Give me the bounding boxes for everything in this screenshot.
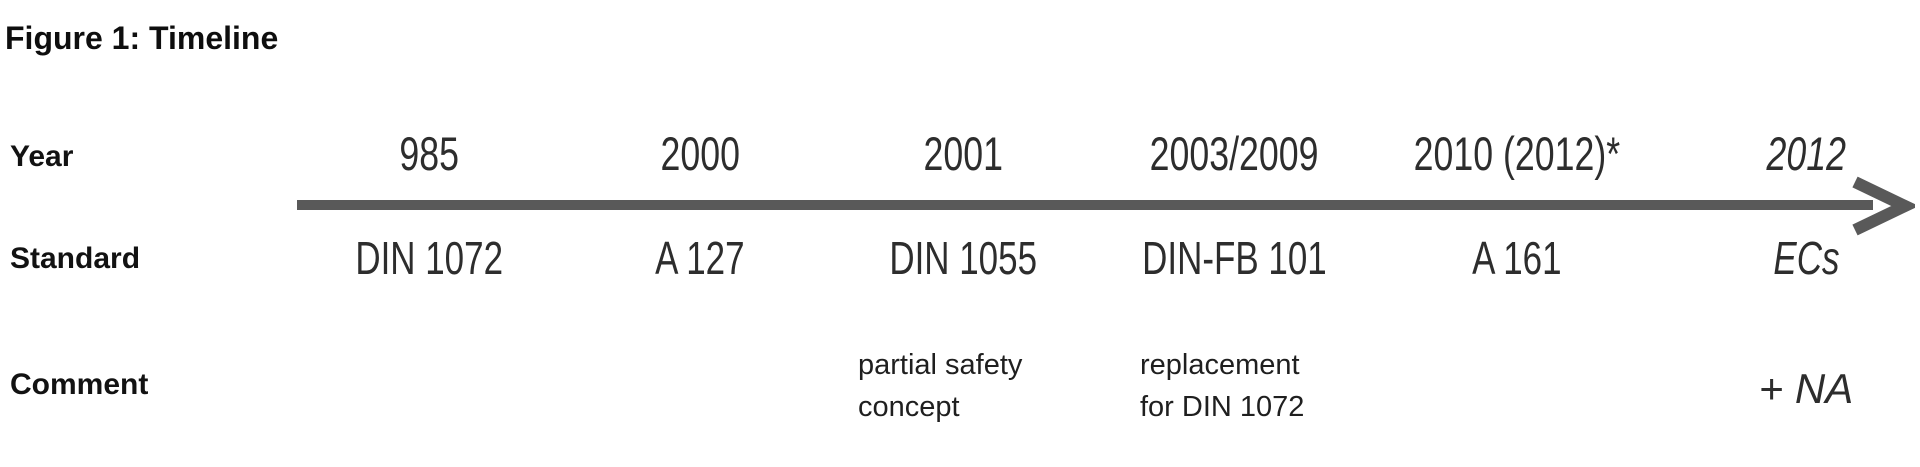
row-label-comment: Comment — [10, 368, 149, 401]
figure-title: Figure 1: Timeline — [5, 20, 279, 56]
year-value: 2001 — [923, 127, 1003, 180]
row-label-year: Year — [10, 140, 74, 173]
year-value: 2010 (2012)* — [1413, 127, 1621, 180]
arrow-right-icon — [1852, 176, 1915, 236]
standard-value: ECs — [1772, 232, 1840, 284]
comment-text: + NA — [1758, 365, 1854, 412]
year-value: 2003/2009 — [1149, 127, 1319, 180]
standard-value: DIN 1055 — [889, 232, 1037, 284]
timeline-arrow-shaft — [297, 200, 1873, 210]
comment-text: partial safety concept — [858, 349, 1023, 423]
standard-value: A 127 — [655, 232, 745, 284]
year-value: 2000 — [660, 127, 740, 180]
year-value: 2012 — [1766, 127, 1846, 180]
year-value: 985 — [399, 127, 459, 180]
standard-value: DIN-FB 101 — [1141, 232, 1327, 284]
row-label-standard: Standard — [10, 242, 141, 275]
comment-text: replacement for DIN 1072 — [1140, 349, 1305, 423]
standard-value: DIN 1072 — [355, 232, 503, 284]
standard-value: A 161 — [1472, 232, 1562, 284]
